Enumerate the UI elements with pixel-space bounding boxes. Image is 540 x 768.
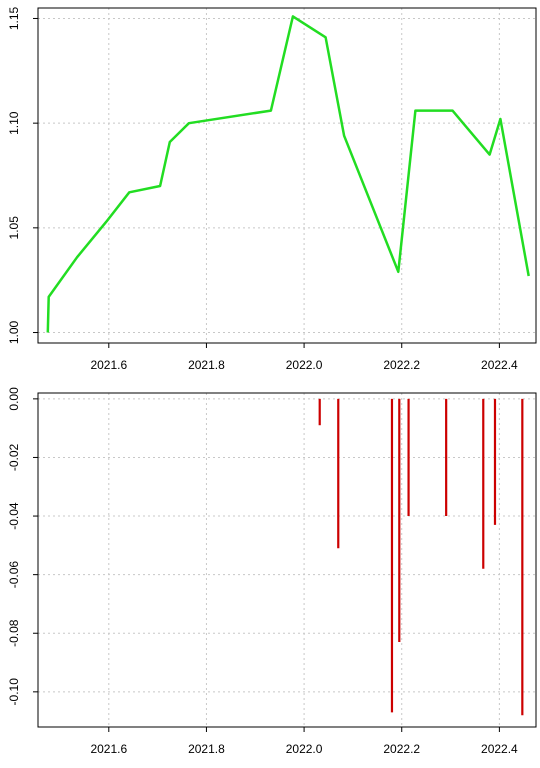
top-y-tick-label-3: 1.15 [7,6,21,30]
top-plot-frame [37,7,537,344]
top-y-tick-label-0: 1.00 [7,320,21,344]
bottom-y-tick-label-1: -0.02 [7,444,21,472]
equity-line [46,15,530,333]
top-x-tick-label-4: 2022.4 [481,358,518,372]
top-chart-panel: 2021.6 2021.8 2022.0 2022.2 2022.4 1.00 1.05 1.… [7,6,537,372]
top-y-tick-label-1: 1.05 [7,216,21,240]
bottom-x-tick-label-1: 2021.8 [188,742,225,756]
top-x-tick-label-0: 2021.6 [90,358,127,372]
top-x-tick-label-3: 2022.2 [383,358,420,372]
top-y-tick-label-2: 1.10 [7,111,21,135]
bottom-plot-frame [37,392,537,728]
bottom-y-tick-label-2: -0.04 [7,502,21,530]
bottom-y-tick-label-0: 0.00 [7,387,21,411]
bottom-x-tick-label-3: 2022.2 [383,742,420,756]
top-x-tick-label-2: 2022.0 [286,358,323,372]
bottom-y-tick-label-5: -0.10 [7,678,21,706]
bottom-chart-panel: 2021.6 2021.8 2022.0 2022.2 2022.4 0.00 -0.02 -… [7,387,537,756]
bottom-x-tick-label-2: 2022.0 [286,742,323,756]
bottom-y-tick-label-3: -0.06 [7,561,21,589]
top-x-tick-label-1: 2021.8 [188,358,225,372]
bottom-x-tick-label-4: 2022.4 [481,742,518,756]
bottom-y-tick-label-4: -0.08 [7,619,21,647]
bottom-x-tick-label-0: 2021.6 [90,742,127,756]
